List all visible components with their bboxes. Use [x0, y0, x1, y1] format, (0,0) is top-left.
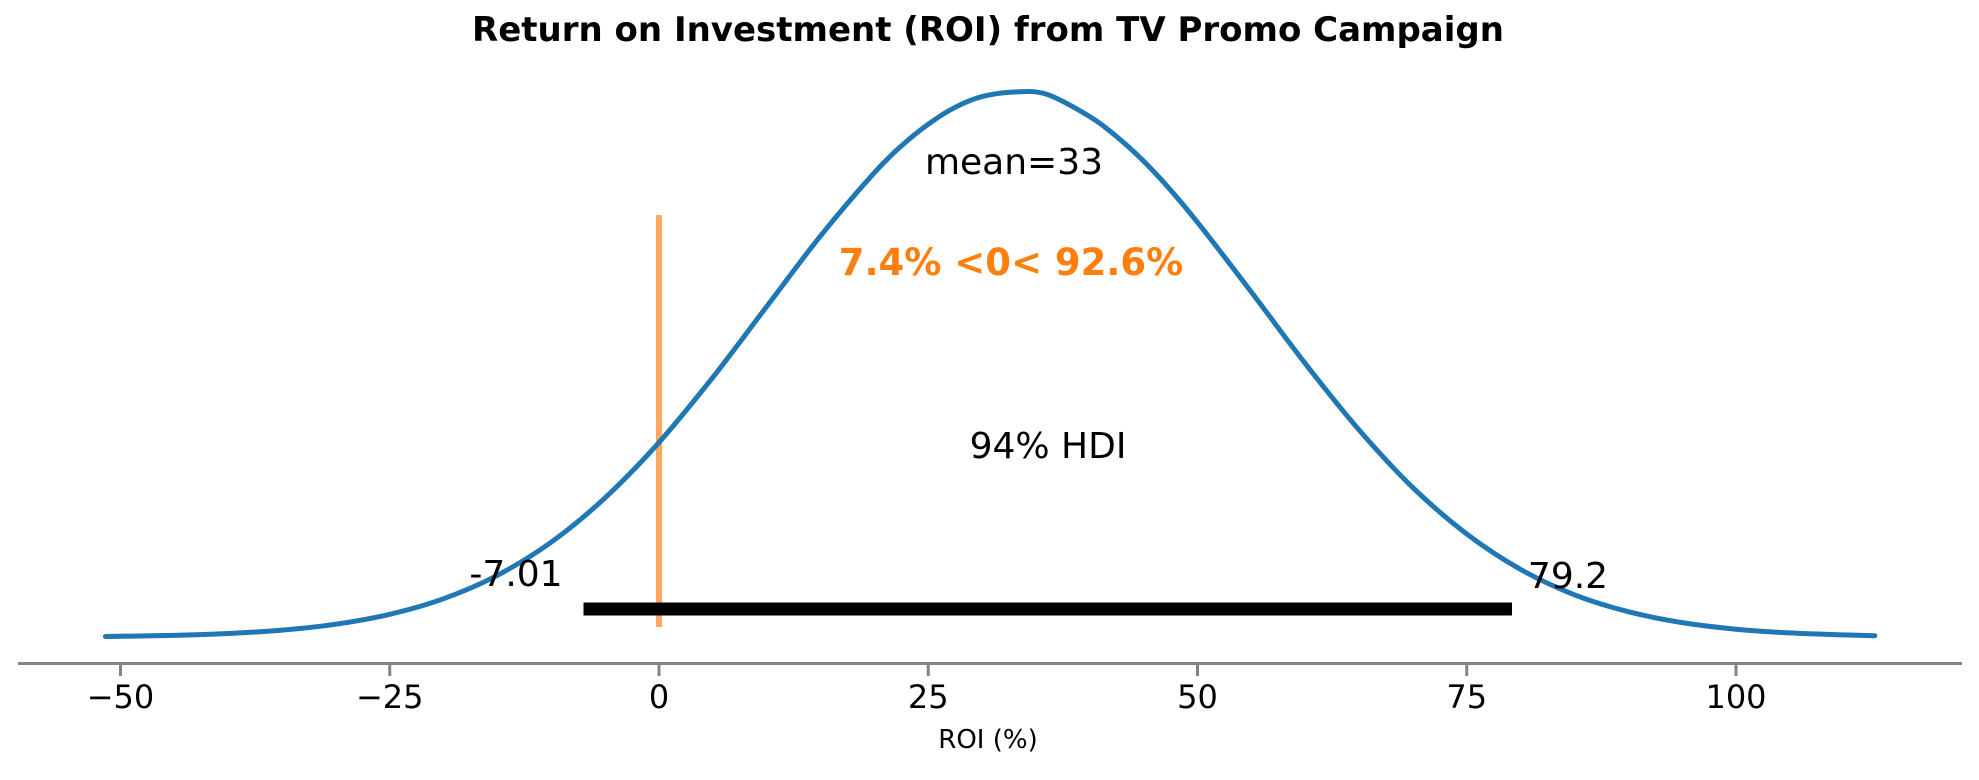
x-tick-label: 0: [648, 678, 670, 716]
chart-title: Return on Investment (ROI) from TV Promo…: [472, 10, 1504, 50]
x-tick-label: −50: [86, 678, 155, 716]
reference-value-annotation: 7.4% <0< 92.6%: [838, 241, 1184, 284]
x-tick-label: −25: [355, 678, 424, 716]
x-tick-label: 25: [907, 678, 949, 716]
mean-annotation: mean=33: [924, 142, 1104, 183]
hdi-annotation: 94% HDI: [969, 426, 1127, 467]
x-tick-label: 100: [1705, 678, 1767, 716]
hdi-lower-bound-label: -7.01: [469, 554, 563, 595]
hdi-upper-bound-label: 79.2: [1527, 556, 1609, 597]
kde-density-curve: [102, 88, 1878, 639]
x-tick-label: 75: [1446, 678, 1488, 716]
x-tick-label: 50: [1177, 678, 1218, 716]
x-axis-ticks: [119, 663, 1738, 676]
x-axis-title: ROI (%): [938, 725, 1038, 755]
